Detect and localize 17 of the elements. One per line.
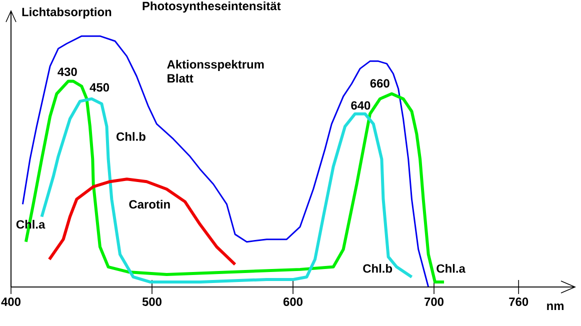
x-axis-title: nm (547, 304, 564, 310)
x-tick-label: 700 (424, 298, 444, 306)
annotation: 450 (90, 83, 110, 92)
series-label: Carotin (129, 200, 170, 209)
x-tick-label: 760 (509, 298, 528, 306)
text: Aktionsspektrum Blatt (167, 60, 264, 83)
annotation: 430 (58, 68, 77, 76)
annotation: Chl.a (436, 264, 466, 273)
x-tick-label: 500 (142, 298, 162, 306)
series-label: Chl.b (116, 132, 146, 141)
y-axis-title: Lichtabsorption (22, 7, 112, 19)
annotation: 660 (370, 79, 390, 88)
x-tick-label: 600 (283, 298, 302, 306)
chart-title: Photosyntheseintensität (142, 1, 281, 13)
x-tick-label: 400 (1, 298, 20, 306)
annotation: 640 (351, 101, 370, 110)
annotation: Chl.b (363, 264, 392, 273)
